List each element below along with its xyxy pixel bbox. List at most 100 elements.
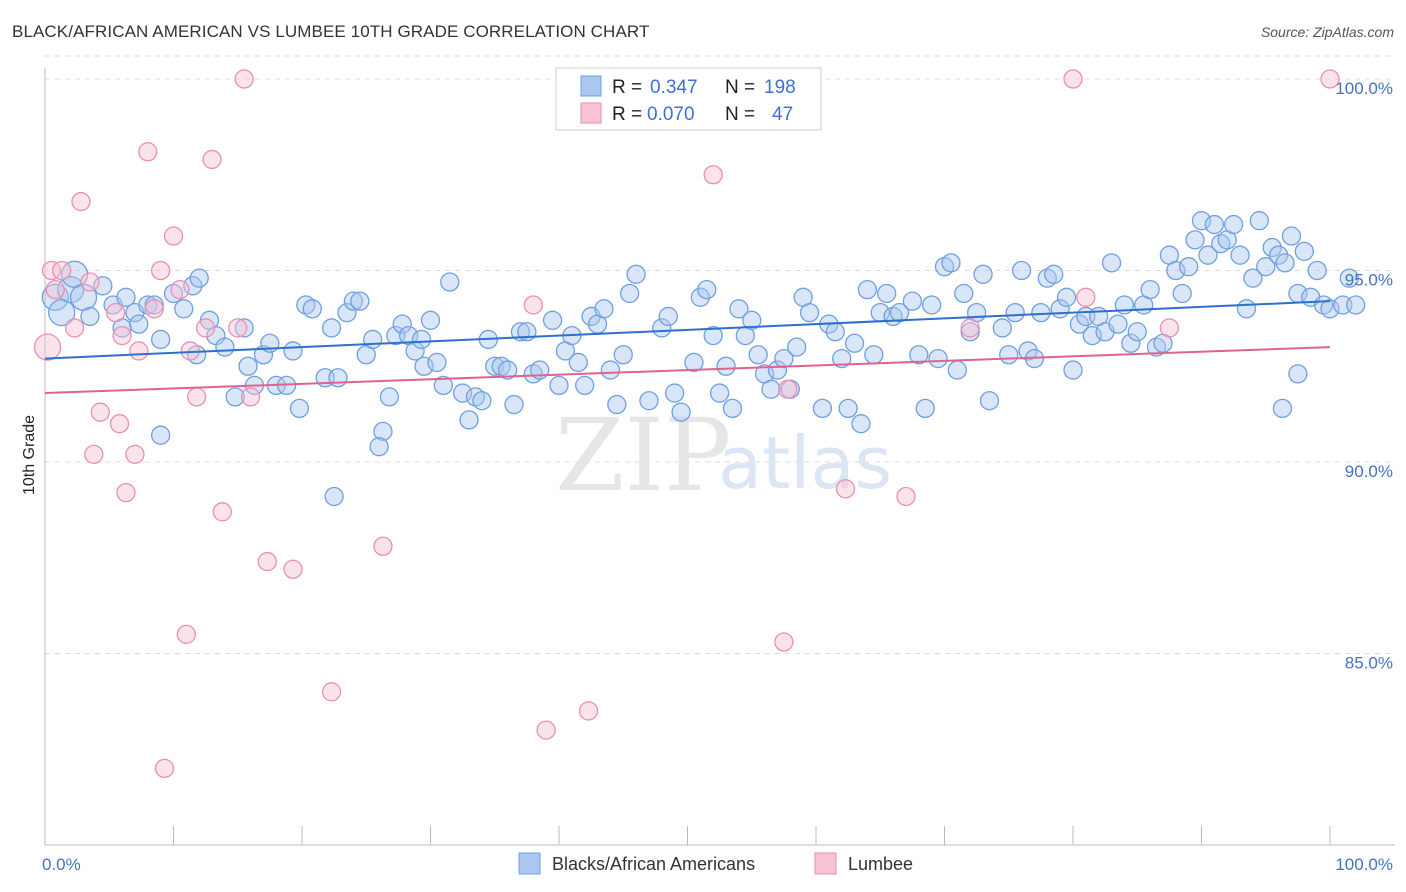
watermark-zip: ZIP: [555, 397, 731, 514]
blacks-point: [742, 310, 762, 330]
blacks-point: [324, 486, 344, 507]
lumbee-point: [116, 482, 136, 503]
blacks-point: [877, 283, 897, 304]
blacks-point: [568, 352, 588, 373]
blacks-point: [928, 348, 948, 369]
grid-lines: [45, 55, 1395, 654]
blacks-point: [379, 387, 400, 407]
blacks-point: [954, 283, 974, 304]
stats-n-value-2: 47: [772, 104, 793, 125]
blacks-point: [1223, 214, 1244, 235]
lumbee-point: [170, 279, 190, 300]
stats-n-value-1: 198: [764, 77, 796, 98]
lumbee-point: [1063, 69, 1083, 89]
blacks-point: [289, 398, 310, 419]
trend-lines: [44, 300, 1331, 395]
blacks-point: [116, 287, 136, 307]
blacks-point: [302, 299, 322, 319]
stats-r-label-1: R =: [612, 77, 642, 98]
lumbee-trend-line: [44, 346, 1331, 395]
blacks-point: [41, 283, 69, 311]
blacks-point: [671, 402, 691, 422]
blacks-point: [1307, 260, 1327, 281]
blacks-point: [812, 398, 833, 419]
lumbee-point: [578, 701, 599, 721]
blacks-point: [909, 345, 929, 365]
lumbee-point: [240, 387, 261, 407]
blacks-point: [369, 437, 389, 457]
blacks-point: [1121, 333, 1141, 353]
blacks-point: [575, 375, 595, 396]
y-tick-label: 100.0%: [1335, 79, 1393, 98]
blacks-point: [343, 291, 364, 311]
blacks-point: [1281, 226, 1302, 246]
stats-swatch-pink: [580, 102, 602, 124]
blacks-point: [373, 421, 393, 442]
y-tick-label: 85.0%: [1345, 654, 1393, 673]
blacks-point: [825, 322, 845, 342]
x-tick-label: 0.0%: [42, 855, 81, 874]
blacks-point: [979, 391, 1000, 411]
blacks-point: [1272, 398, 1293, 419]
lumbee-point: [960, 318, 980, 338]
blacks-point: [1031, 302, 1051, 323]
blacks-point: [889, 302, 910, 323]
blacks-point: [613, 345, 633, 365]
source-label: Source: ZipAtlas.com: [1260, 24, 1394, 40]
legend-swatch-blacks: [518, 852, 541, 875]
blacks-point: [225, 387, 245, 407]
blacks-point: [620, 283, 640, 304]
lumbee-point: [45, 279, 65, 300]
lumbee-point: [778, 379, 798, 399]
stats-r-value-2: 0.070: [647, 104, 695, 125]
lumbee-point: [106, 302, 126, 323]
blacks-point: [684, 352, 704, 373]
lumbee-point: [835, 479, 856, 499]
blacks-point: [427, 352, 447, 373]
blacks-point: [1108, 314, 1128, 334]
legend: Blacks/African Americans Lumbee: [518, 852, 913, 875]
lumbee-point: [64, 318, 85, 338]
blacks-point: [549, 375, 569, 396]
lumbee-point: [90, 402, 110, 422]
blacks-point: [767, 360, 788, 380]
lumbee-point: [703, 165, 723, 185]
lumbee-point: [154, 758, 175, 779]
series-lumbee-points: [33, 69, 1340, 779]
blacks-point: [150, 329, 171, 350]
y-tick-label: 90.0%: [1345, 462, 1393, 481]
legend-swatch-lumbee: [814, 852, 837, 875]
blacks-point: [150, 425, 171, 445]
lumbee-point: [234, 69, 254, 89]
lumbee-point: [80, 272, 100, 292]
blacks-point: [902, 291, 923, 311]
blacks-point: [253, 345, 274, 365]
blacks-point: [1063, 360, 1083, 380]
y-tick-labels: 85.0% 90.0% 95.0% 100.0%: [1335, 79, 1393, 673]
blacks-point: [639, 391, 659, 411]
blacks-point: [215, 337, 235, 357]
stats-n-label-2: N =: [725, 104, 755, 125]
lumbee-point: [257, 551, 277, 572]
lumbee-point: [163, 226, 184, 246]
stats-r-value-1: 0.347: [650, 77, 698, 98]
blacks-point: [234, 318, 254, 338]
blacks-point: [472, 391, 492, 411]
blacks-point: [542, 310, 563, 330]
blacks-point: [1056, 287, 1077, 307]
blacks-point: [1230, 245, 1250, 265]
blacks-point: [1140, 279, 1160, 300]
lumbee-point: [150, 260, 171, 281]
blacks-point: [497, 360, 518, 380]
lumbee-point: [195, 318, 216, 338]
blacks-point: [697, 279, 717, 300]
blacks-point: [1275, 253, 1295, 273]
axes: [44, 68, 1395, 846]
lumbee-point: [1159, 318, 1180, 338]
lumbee-point: [109, 414, 130, 434]
blacks-point: [321, 318, 342, 338]
blacks-point: [729, 299, 749, 319]
blacks-point: [857, 279, 878, 300]
blacks-point: [363, 329, 383, 350]
legend-label-blacks: Blacks/African Americans: [552, 854, 755, 874]
